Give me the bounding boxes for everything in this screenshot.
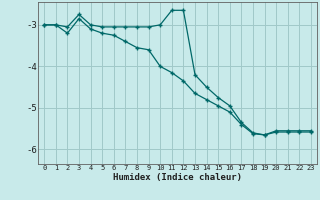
X-axis label: Humidex (Indice chaleur): Humidex (Indice chaleur) — [113, 173, 242, 182]
